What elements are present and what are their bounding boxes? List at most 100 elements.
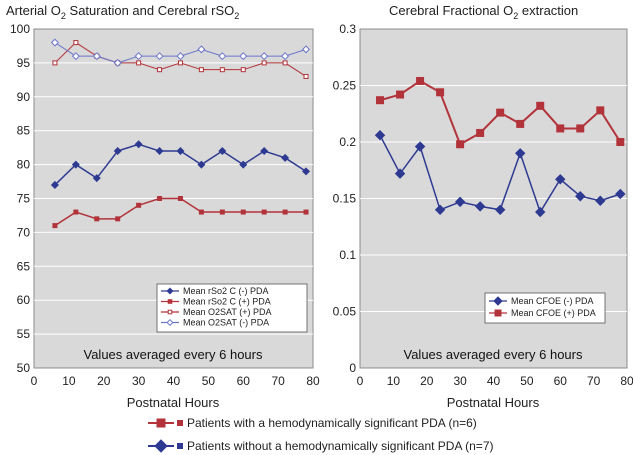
data-point [281,153,290,162]
legend-swatch-marker [166,318,174,327]
y-tick-label: 0.1 [339,248,356,262]
data-point [281,52,290,61]
x-tick-label: 10 [62,374,76,388]
data-point [396,90,405,99]
data-point [616,138,625,146]
bottom-legend: Patients with a hemodynamically signific… [148,416,494,453]
y-tick-label: 85 [17,124,31,138]
data-point [596,106,605,115]
bottom-legend-marker-pda [156,418,166,428]
data-point [198,67,204,73]
x-tick-label: 80 [620,374,633,388]
data-point [240,209,246,215]
data-point [218,52,227,61]
data-point [134,52,143,61]
data-point [414,141,426,152]
data-point [302,167,311,176]
data-point [476,128,485,137]
data-point [260,147,269,156]
data-point [177,60,183,66]
data-point [261,60,267,66]
data-point [73,209,79,215]
data-point [94,216,100,222]
data-point [134,140,143,149]
left-chart-title: Arterial O2 Saturation and Cerebral rSO2 [6,3,239,21]
data-point [535,206,546,218]
y-tick-label: 75 [17,192,31,206]
data-point [514,148,526,159]
data-point [239,160,248,169]
data-point [155,52,164,61]
data-point [376,96,385,105]
data-point [536,101,545,110]
legend-box [484,292,606,324]
y-tick-label: 55 [17,327,31,341]
data-point [218,147,227,156]
legend-label: Mean CFOE (+) PDA [511,308,596,318]
data-point [176,147,185,156]
right-x-axis-label: Postnatal Hours [447,395,540,410]
data-point [575,191,586,202]
y-tick-label: 0.25 [333,79,357,93]
y-tick-label: 65 [17,259,31,273]
x-tick-label: 60 [237,374,251,388]
data-point [50,38,59,47]
data-point [136,202,142,208]
data-point [474,201,486,212]
y-tick-label: 80 [17,158,31,172]
bottom-legend-marker-nopda [154,439,168,453]
data-point [197,45,206,54]
data-point [115,216,121,222]
y-tick-label: 50 [17,361,31,375]
data-point [92,174,101,183]
legend-swatch-marker [494,309,502,317]
x-tick-label: 40 [487,374,501,388]
data-point [240,67,246,73]
data-point [416,76,425,85]
legend-label: Mean O2SAT (-) PDA [183,318,269,328]
data-point [92,52,101,61]
bottom-legend-square-nopda [177,443,183,449]
left-chart: Arterial O2 Saturation and Cerebral rSO2… [6,3,320,410]
bottom-legend-label-pda: Patients with a hemodynamically signific… [187,416,477,430]
x-tick-label: 50 [520,374,534,388]
legend-swatch-marker [167,309,173,315]
data-point [198,209,204,215]
y-tick-label: 100 [10,22,30,36]
data-point [176,52,185,61]
legend-label: Mean rSo2 C (-) PDA [183,286,269,296]
legend-label: Mean rSo2 C (+) PDA [183,297,271,307]
data-point [374,130,386,141]
y-tick-label: 60 [17,293,31,307]
y-tick-label: 0.3 [339,22,356,36]
data-point [155,147,164,156]
data-point [261,209,267,215]
legend-label: Mean CFOE (-) PDA [511,296,594,306]
data-point [516,119,525,128]
data-point [282,209,288,215]
data-point [260,52,269,61]
legend-swatch-marker [167,299,173,304]
data-point [454,196,466,208]
bottom-legend-label-nopda: Patients without a hemodynamically signi… [187,439,494,453]
x-tick-label: 10 [387,374,401,388]
legend-box [156,283,308,333]
left-chart-annotation: Values averaged every 6 hours [84,347,263,362]
x-tick-label: 0 [31,374,38,388]
data-point [302,45,311,54]
y-tick-label: 90 [17,90,31,104]
data-point [434,204,446,216]
x-tick-label: 20 [97,374,111,388]
y-tick-label: 0.2 [339,135,356,149]
x-tick-label: 70 [271,374,285,388]
data-point [113,147,122,156]
y-tick-label: 70 [17,225,31,239]
data-point [615,188,626,200]
data-point [494,204,506,216]
data-point [71,52,80,61]
data-point [219,67,225,73]
data-point [157,67,163,73]
data-point [303,209,309,215]
legend-swatch-marker [166,287,174,295]
